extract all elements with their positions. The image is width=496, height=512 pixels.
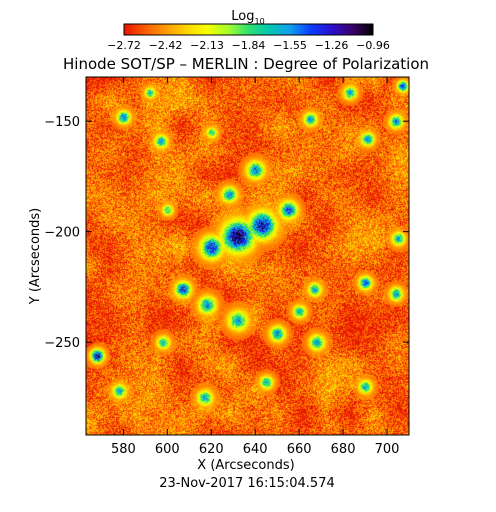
x-axis-ticks: 580 600 620 640 660 680 700: [111, 77, 400, 457]
colorbar-tick-label: −1.55: [273, 39, 307, 52]
x-tick-label: 660: [287, 442, 312, 457]
x-tick-label: 620: [199, 442, 224, 457]
colorbar-label: Log10: [231, 9, 264, 26]
x-tick-label: 580: [111, 442, 136, 457]
x-tick-label: 640: [243, 442, 268, 457]
y-axis-ticks: −150 −200 −250: [44, 115, 409, 351]
colorbar-tick-label: −2.13: [190, 39, 224, 52]
polarization-map: [86, 77, 409, 435]
colorbar-tick-label: −2.72: [107, 39, 141, 52]
colorbar-tick-label: −1.26: [315, 39, 349, 52]
y-tick-label: −250: [44, 336, 80, 351]
x-tick-label: 680: [331, 442, 356, 457]
y-tick-label: −200: [44, 226, 80, 241]
x-tick-label: 600: [155, 442, 180, 457]
timestamp-footer: 23-Nov-2017 16:15:04.574: [159, 476, 335, 491]
plot-frame: [85, 76, 410, 436]
y-axis-label: Y (Arcseconds): [28, 208, 43, 305]
x-tick-label: 700: [375, 442, 400, 457]
chart-title: Hinode SOT/SP – MERLIN : Degree of Polar…: [63, 55, 429, 73]
colorbar: [123, 23, 374, 36]
colorbar-tick-label: −2.42: [149, 39, 183, 52]
x-axis-label: X (Arcseconds): [197, 458, 294, 473]
colorbar-tick-label: −1.84: [232, 39, 266, 52]
colorbar-tick-label: −0.96: [356, 39, 390, 52]
y-tick-label: −150: [44, 115, 80, 130]
colorbar-ticks: −2.72 −2.42 −2.13 −1.84 −1.55 −1.26 −0.96: [107, 39, 390, 52]
